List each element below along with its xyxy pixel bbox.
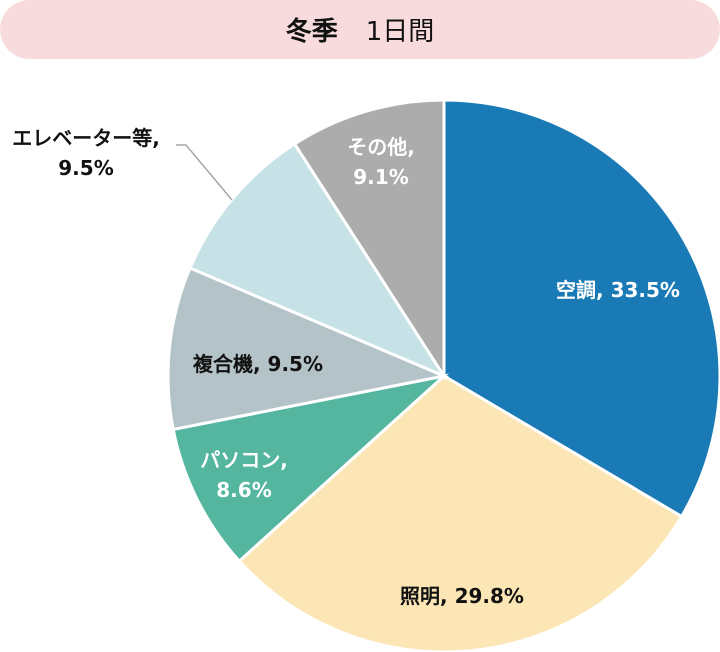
pie-slice-0 <box>442 98 720 519</box>
pie-slice-3 <box>166 266 450 432</box>
pie-slice-4 <box>188 141 448 380</box>
slice-label-1: 照明, 29.8% <box>400 584 524 608</box>
pie-slice-1 <box>237 374 684 652</box>
leader-line <box>176 144 233 201</box>
slice-label-2: パソコン, 8.6% <box>200 448 288 502</box>
pie-slice-5 <box>292 98 446 382</box>
slice-label-3: 複合機, 9.5% <box>192 352 324 376</box>
chart-title: 冬季 1日間 <box>0 0 720 59</box>
slice-label-4: エレベーター等, 9.5% <box>12 126 160 180</box>
chart-title-season: 冬季 <box>285 17 338 47</box>
chart-title-period: 1日間 <box>365 17 435 47</box>
slice-label-0: 空調, 33.5% <box>556 278 680 302</box>
pie-slice-2 <box>171 373 450 564</box>
slice-label-5: その他, 9.1% <box>347 135 415 189</box>
